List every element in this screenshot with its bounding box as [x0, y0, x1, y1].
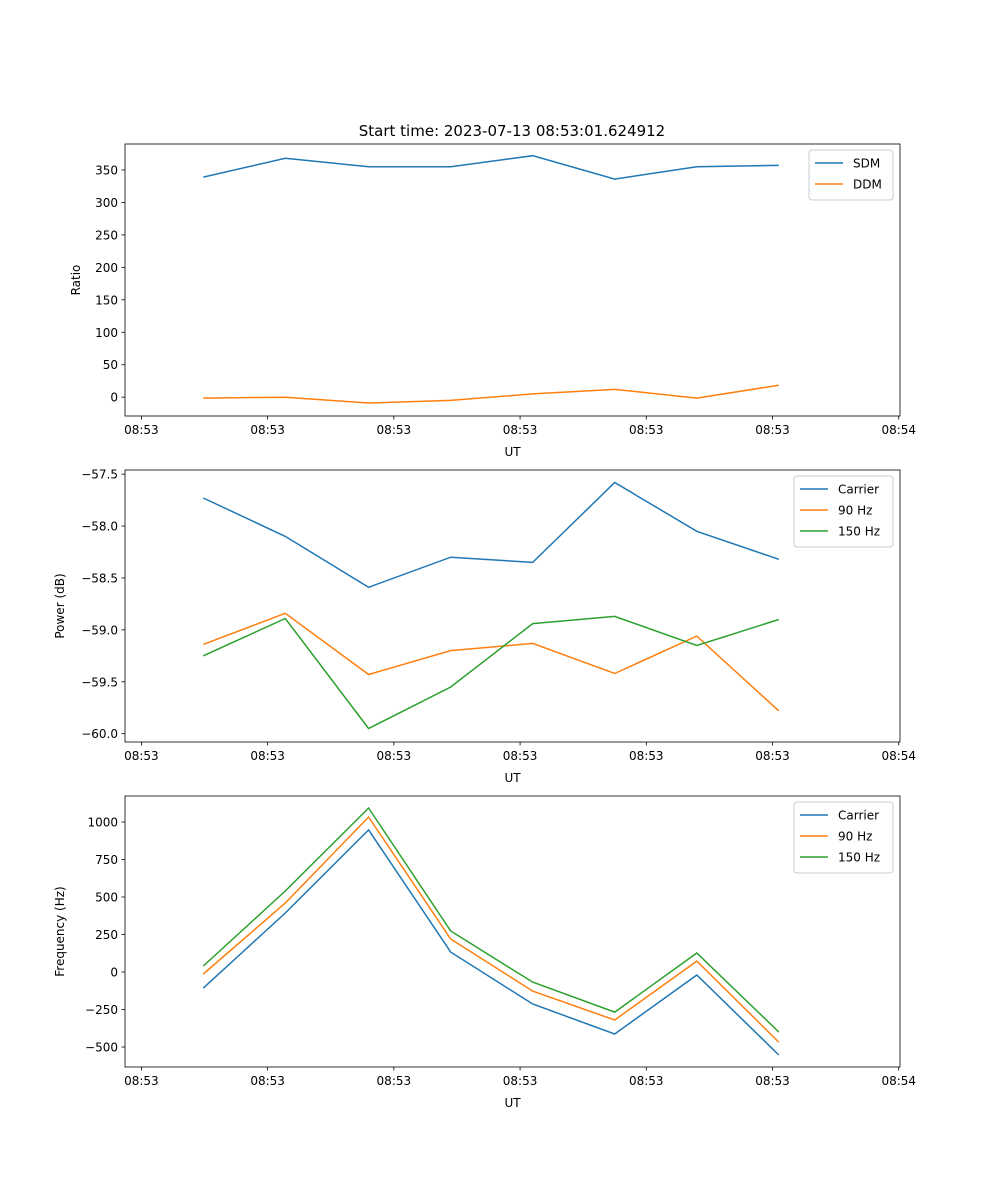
x-tick-label: 08:53 [377, 749, 412, 763]
y-tick-label: −250 [85, 1003, 118, 1017]
y-tick-label: −57.5 [81, 468, 118, 482]
legend-label: Carrier [838, 483, 879, 497]
x-tick-label: 08:53 [755, 423, 790, 437]
legend-label: SDM [853, 157, 880, 171]
legend-label: DDM [853, 178, 882, 192]
y-tick-label: 750 [95, 853, 118, 867]
legend-box [793, 475, 894, 548]
y-tick-label: −60.0 [81, 727, 118, 741]
y-tick-label: 50 [103, 358, 118, 372]
y-tick-label: 0 [110, 966, 118, 980]
x-tick-label: 08:53 [377, 423, 412, 437]
series-line-150-hz [202, 615, 780, 730]
legend: Carrier 90 Hz 150 Hz [793, 801, 894, 874]
y-tick-label: 200 [95, 261, 118, 275]
y-tick-label: 250 [95, 928, 118, 942]
x-tick-label: 08:53 [250, 1074, 285, 1088]
legend-box [793, 801, 894, 874]
axes-frame [124, 469, 901, 743]
x-tick-label: 08:53 [124, 1074, 159, 1088]
y-tick-label: 350 [95, 163, 118, 177]
x-tick-label: 08:53 [250, 423, 285, 437]
y-tick-label: 500 [95, 890, 118, 904]
series-line-carrier [202, 481, 780, 589]
series-line-ddm [203, 384, 779, 404]
legend-label: Carrier [838, 809, 879, 823]
x-tick-label: 08:53 [503, 749, 538, 763]
x-tick-label: 08:54 [881, 749, 916, 763]
x-tick-label: 08:53 [124, 423, 159, 437]
x-axis-label: UT [504, 1096, 521, 1110]
series-line-90-hz [203, 612, 780, 712]
legend-label: 150 Hz [838, 525, 880, 539]
y-tick-label: 1000 [87, 815, 118, 829]
x-tick-label: 08:53 [629, 1074, 664, 1088]
y-tick-label: 250 [95, 228, 118, 242]
y-axis-label: Ratio [69, 265, 83, 296]
x-tick-label: 08:53 [629, 423, 664, 437]
subplot-3: 08:53 08:53 08:53 08:53 08:53 08:53 08:54 −500 −… [53, 795, 916, 1110]
x-axis-label: UT [504, 771, 521, 785]
y-tick-label: −58.5 [81, 571, 118, 585]
y-axis-label: Power (dB) [53, 573, 67, 638]
y-tick-label: 0 [110, 391, 118, 405]
subplot-1: 08:53 08:53 08:53 08:53 08:53 08:53 08:54 0 50 10… [69, 143, 916, 459]
y-tick-label: 150 [95, 293, 118, 307]
legend-label: 150 Hz [838, 851, 880, 865]
x-tick-label: 08:53 [755, 749, 790, 763]
x-tick-label: 08:53 [503, 1074, 538, 1088]
series-line-carrier [202, 828, 780, 1056]
subplot-2: 08:53 08:53 08:53 08:53 08:53 08:53 08:54 −60.0… [53, 468, 916, 785]
legend-box [808, 149, 894, 201]
series-line-sdm [203, 154, 779, 180]
figure-title: Start time: 2023-07-13 08:53:01.624912 [359, 122, 665, 140]
series-line-150-hz [202, 806, 780, 1033]
x-tick-label: 08:53 [755, 1074, 790, 1088]
y-axis-label: Frequency (Hz) [53, 886, 67, 977]
axes-frame [124, 143, 901, 417]
series-line-90-hz [202, 815, 780, 1043]
legend-label: 90 Hz [838, 830, 872, 844]
x-tick-label: 08:53 [629, 749, 664, 763]
legend: Carrier 90 Hz 150 Hz [793, 475, 894, 548]
y-tick-label: −58.0 [81, 520, 118, 534]
x-tick-label: 08:53 [377, 1074, 412, 1088]
x-tick-label: 08:54 [881, 423, 916, 437]
x-axis-label: UT [504, 445, 521, 459]
y-tick-label: 300 [95, 196, 118, 210]
legend: SDM DDM [808, 149, 894, 201]
x-tick-label: 08:53 [503, 423, 538, 437]
y-tick-label: −59.0 [81, 623, 118, 637]
y-tick-label: −500 [85, 1041, 118, 1055]
axes-frame [124, 795, 901, 1068]
x-tick-label: 08:53 [124, 749, 159, 763]
legend-label: 90 Hz [838, 504, 872, 518]
y-tick-label: 100 [95, 326, 118, 340]
x-tick-label: 08:54 [881, 1074, 916, 1088]
x-tick-label: 08:53 [250, 749, 285, 763]
y-tick-label: −59.5 [81, 675, 118, 689]
